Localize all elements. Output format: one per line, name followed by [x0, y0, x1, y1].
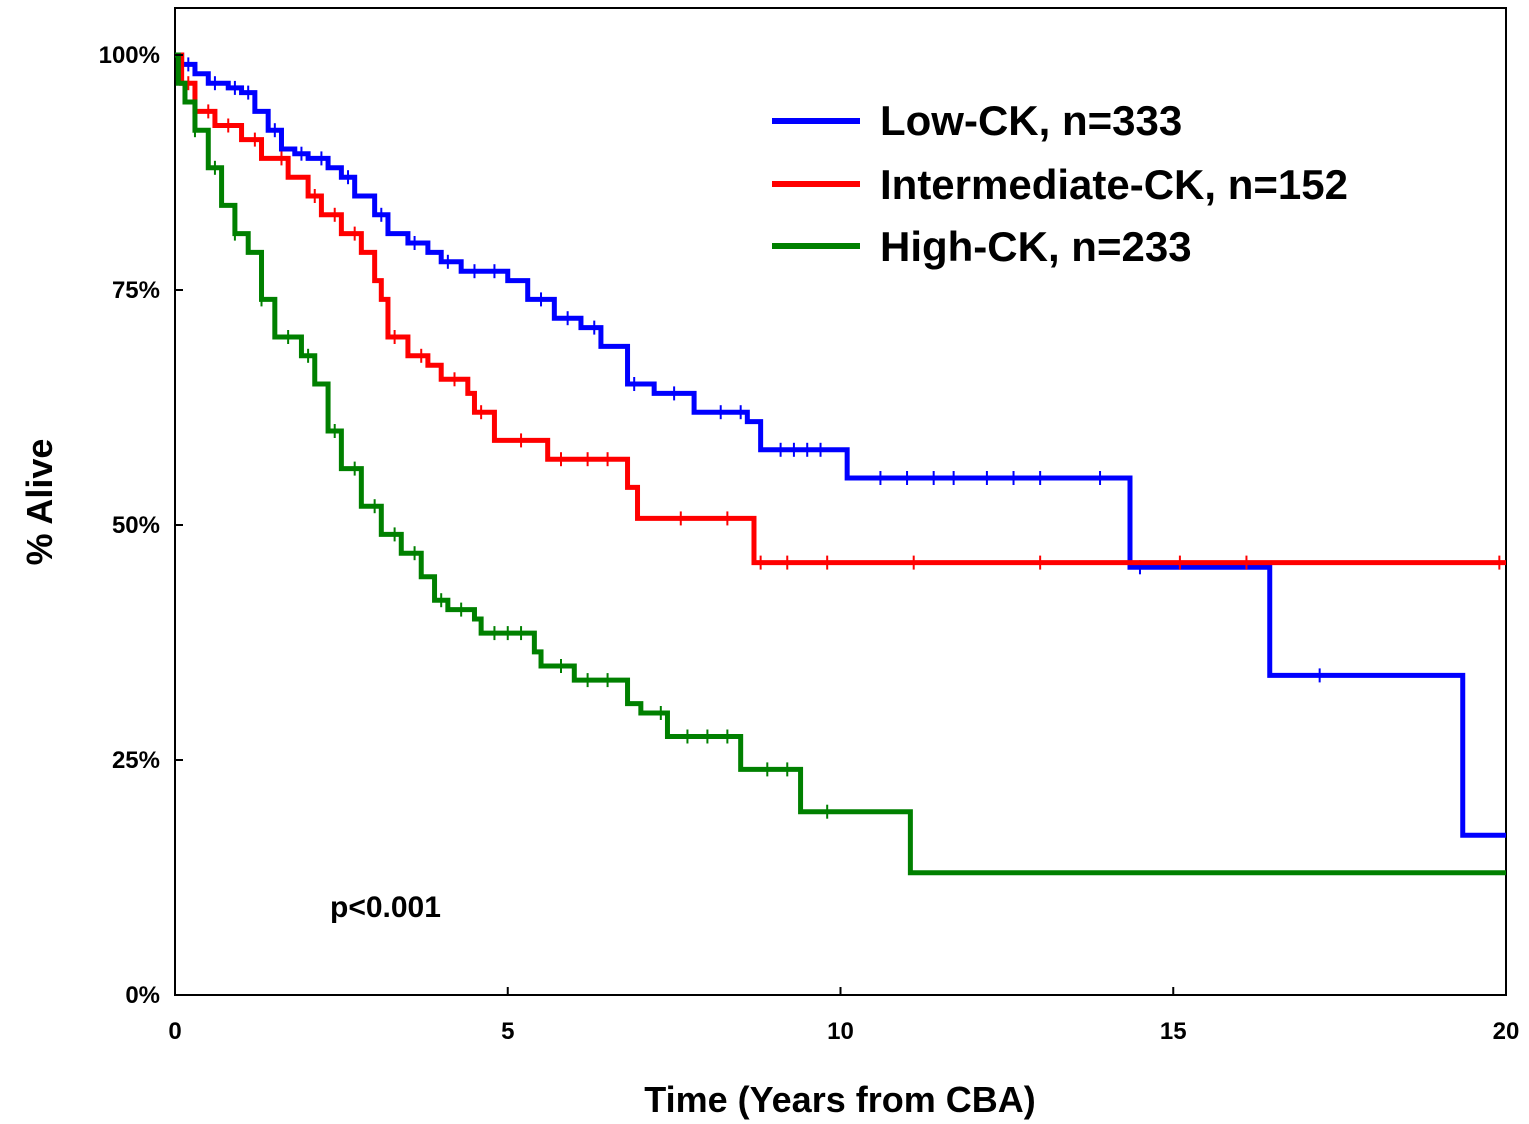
series-line-high-ck: [175, 52, 1506, 876]
x-tick-label: 15: [1160, 1018, 1187, 1045]
p-value-annotation: p<0.001: [330, 891, 441, 924]
y-axis-title: % Alive: [19, 439, 60, 566]
x-tick-label: 10: [827, 1018, 854, 1045]
y-tick-label: 100%: [99, 42, 160, 69]
legend-label-low-ck: Low-CK, n=333: [880, 97, 1182, 144]
legend: Low-CK, n=333 Intermediate-CK, n=152 Hig…: [772, 97, 1348, 270]
axis-ticks: 0 5 10 15 20 0% 25% 50% 75% 100%: [99, 42, 1520, 1045]
x-axis-title: Time (Years from CBA): [644, 1079, 1035, 1120]
series-line-low-ck: [175, 52, 1506, 838]
series-line-intermediate-ck: [175, 52, 1506, 566]
y-tick-label: 25%: [112, 747, 160, 774]
legend-label-intermediate-ck: Intermediate-CK, n=152: [880, 161, 1348, 208]
x-tick-label: 20: [1493, 1018, 1520, 1045]
y-tick-label: 75%: [112, 277, 160, 304]
y-tick-label: 50%: [112, 512, 160, 539]
x-tick-label: 5: [501, 1018, 514, 1045]
legend-label-high-ck: High-CK, n=233: [880, 223, 1192, 270]
y-tick-label: 0%: [125, 982, 160, 1009]
series-layer: [175, 52, 1506, 876]
x-tick-label: 0: [168, 1018, 181, 1045]
